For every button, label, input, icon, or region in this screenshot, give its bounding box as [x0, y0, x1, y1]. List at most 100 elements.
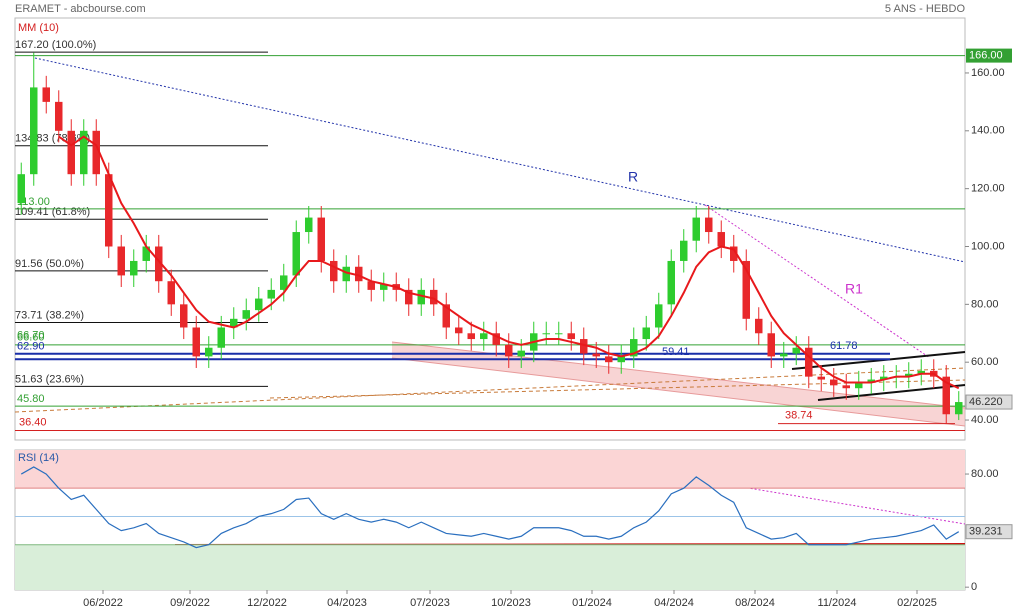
candle-body [717, 232, 725, 247]
candle-body [730, 246, 738, 261]
candle-body [30, 87, 38, 175]
candle-body [230, 318, 238, 328]
candle-body [955, 402, 963, 415]
level-label: 36.40 [19, 416, 47, 428]
wedge-line [817, 384, 966, 401]
x-tick-label: 11/2024 [818, 597, 857, 609]
fib-label: 51.63 (23.6%) [15, 373, 84, 385]
y-tick-label: 100.00 [971, 240, 1005, 252]
channel-edge [391, 357, 966, 427]
x-tick-label: 07/2023 [410, 597, 450, 609]
trendline-r [34, 57, 966, 263]
candle-body [767, 333, 775, 357]
candle-body [842, 385, 850, 389]
candle-body [380, 284, 388, 290]
level-label: 45.80 [17, 393, 45, 405]
candle-body [642, 327, 650, 340]
x-tick-label: 08/2024 [735, 597, 775, 609]
x-tick-label: 06/2022 [83, 597, 123, 609]
candle-body [55, 101, 63, 131]
candle-body [267, 289, 275, 299]
rsi-tag-label: 39.231 [969, 526, 1003, 538]
candle-body [692, 217, 700, 241]
candle-body [580, 339, 588, 354]
candle-body [680, 240, 688, 261]
level-label: 66.70 [17, 330, 45, 342]
x-tick-label: 09/2022 [170, 597, 210, 609]
candle-body [167, 281, 175, 305]
candle-body [405, 289, 413, 305]
x-tick-label: 04/2024 [654, 597, 694, 609]
trend-label: R1 [845, 281, 863, 297]
candle-body [667, 260, 675, 305]
candle-body [492, 333, 500, 345]
period: 5 ANS - HEBDO [885, 3, 966, 15]
candle-body [517, 350, 525, 357]
x-tick-label: 04/2023 [327, 597, 367, 609]
y-tick-label: 140.00 [971, 125, 1005, 137]
overbought-zone [15, 450, 965, 489]
candle-body [142, 246, 150, 261]
candle-body [17, 174, 25, 204]
fib-label: 73.71 (38.2%) [15, 309, 84, 321]
candle-body [92, 130, 100, 175]
rsi-line [20, 466, 960, 549]
trendline-r1 [704, 204, 931, 359]
x-tick-label: 01/2024 [572, 597, 612, 609]
level-label: 113.00 [17, 196, 50, 208]
y-tick-label: 160.00 [971, 67, 1005, 79]
candle-body [192, 327, 200, 357]
candle-body [855, 382, 863, 389]
candle-body [80, 130, 88, 175]
x-tick-label: 12/2022 [247, 597, 287, 609]
candle-body [780, 353, 788, 357]
candle-body [755, 318, 763, 334]
candle-body [917, 370, 925, 374]
dashed-line [269, 379, 966, 399]
y-tick-label: 0 [971, 581, 977, 593]
fib-label: 134.83 (78.6%) [15, 133, 90, 145]
candle-body [805, 347, 813, 377]
indicator-label: MM (10) [18, 22, 59, 34]
candle-body [792, 347, 800, 354]
y-tick-label: 80.00 [971, 298, 999, 310]
candle-body [280, 275, 288, 290]
level-label: 62.90 [17, 341, 45, 353]
level-label: 38.74 [785, 410, 813, 422]
candle-body [480, 333, 488, 340]
ma-line [58, 135, 960, 390]
candle-body [617, 356, 625, 363]
rsi-tag [965, 524, 1013, 540]
candle-body [455, 327, 463, 334]
candle-body [467, 333, 475, 340]
candle-body [330, 260, 338, 282]
candle-body [942, 376, 950, 415]
candle-body [217, 327, 225, 348]
candle-body [117, 246, 125, 276]
candle-body [555, 333, 563, 335]
x-tick-label: 10/2023 [491, 597, 531, 609]
candle-body [542, 333, 550, 335]
candle-body [42, 87, 50, 102]
title: ERAMET - abcbourse.com [15, 3, 146, 15]
candle-body [180, 304, 188, 328]
candle-body [205, 347, 213, 357]
candle-body [830, 379, 838, 386]
price-tag-label: 46.220 [969, 396, 1003, 408]
candle-body [367, 281, 375, 290]
level-label: 66.60 [17, 332, 45, 344]
candle-body [655, 304, 663, 328]
candle-body [742, 260, 750, 319]
candle-body [292, 232, 300, 276]
candle-body [905, 373, 913, 377]
candle-body [817, 376, 825, 380]
candle-body [317, 217, 325, 261]
candle-body [567, 333, 575, 340]
y-tick-label: 80.00 [971, 468, 999, 480]
rsi-label: RSI (14) [18, 452, 59, 464]
candle-body [355, 266, 363, 282]
candle-body [305, 217, 313, 233]
candle-body [705, 217, 713, 233]
price-tag [965, 394, 1013, 410]
